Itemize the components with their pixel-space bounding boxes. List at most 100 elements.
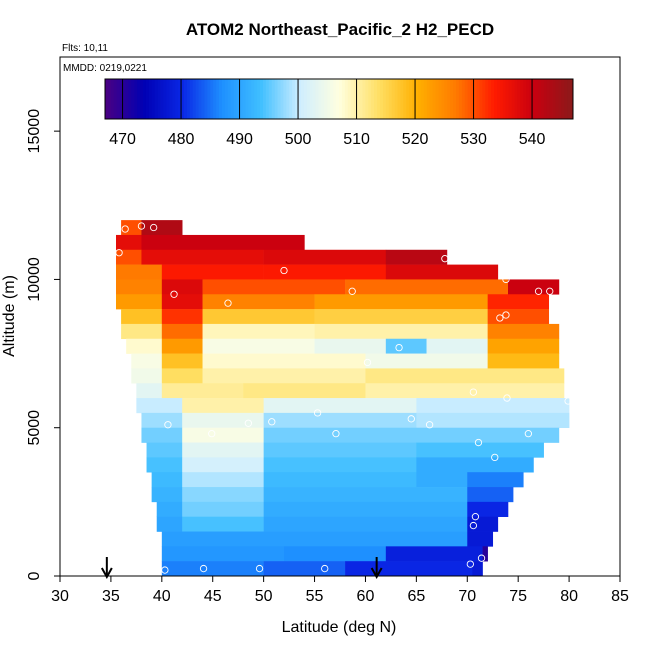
heatmap-cell xyxy=(116,279,163,295)
heatmap-cell xyxy=(182,501,264,517)
heatmap-cell xyxy=(487,323,560,340)
heatmap-cell xyxy=(202,309,315,325)
heatmap-cell xyxy=(161,531,214,547)
colorbar-segment xyxy=(570,79,574,119)
colorbar-segment xyxy=(549,79,553,119)
heatmap-cell xyxy=(263,398,417,414)
heatmap-cell xyxy=(263,249,387,265)
obs-point xyxy=(268,418,276,426)
colorbar-tick-label: 510 xyxy=(343,131,370,148)
colorbar-segment xyxy=(458,79,463,119)
colorbar-segment xyxy=(450,79,454,119)
obs-point xyxy=(150,223,158,232)
obs-point xyxy=(121,225,129,233)
heatmap-cell xyxy=(182,516,264,532)
obs-point xyxy=(244,419,253,427)
colorbar-segment xyxy=(453,79,457,119)
colorbar-segment xyxy=(339,79,343,119)
colorbar-segment xyxy=(315,79,319,119)
colorbar-segment xyxy=(169,79,173,119)
heatmap-cell xyxy=(345,561,473,577)
heatmap-cell xyxy=(161,264,264,280)
colorbar-segment xyxy=(300,79,305,119)
colorbar-segment xyxy=(341,79,346,119)
obs-point xyxy=(255,564,264,573)
colorbar-segment xyxy=(330,79,334,119)
colorbar-segment xyxy=(289,79,293,119)
colorbar-segment xyxy=(280,79,284,119)
colorbar-segment xyxy=(192,79,197,119)
heatmap-cell xyxy=(365,353,488,369)
colorbar-segment xyxy=(248,79,252,119)
colorbar-segment xyxy=(178,79,182,119)
colorbar-frame xyxy=(104,78,574,120)
heatmap-cell xyxy=(182,472,264,488)
colorbar-segment xyxy=(122,79,126,119)
colorbar-segment xyxy=(274,79,278,119)
heatmap-cell xyxy=(116,249,142,265)
colorbar-segment xyxy=(344,79,349,119)
colorbar-segment xyxy=(397,79,401,119)
plot-frame xyxy=(59,56,621,577)
colorbar-segment xyxy=(485,79,489,119)
heatmap-cell xyxy=(126,338,163,354)
y-tick-label: 0 xyxy=(26,571,43,580)
colorbar-segment xyxy=(116,79,121,119)
colorbar-segment xyxy=(532,79,536,119)
heatmap-cell xyxy=(182,487,264,503)
colorbar-segment xyxy=(113,79,118,119)
heatmap-cell xyxy=(141,412,183,429)
colorbar-segment xyxy=(517,79,521,119)
heatmap-cell xyxy=(487,338,560,354)
heatmap-cell xyxy=(416,442,544,458)
heatmap-cell xyxy=(385,338,427,354)
colorbar-segment xyxy=(181,79,185,119)
colorbar-segment xyxy=(242,79,246,119)
obs-point xyxy=(502,311,510,319)
obs-point xyxy=(348,287,356,295)
heatmap-cell xyxy=(151,487,183,503)
colorbar-segment xyxy=(186,79,191,119)
colorbar-segment xyxy=(564,79,568,119)
colorbar-segment xyxy=(543,79,548,119)
x-tick-label: 35 xyxy=(102,588,120,605)
heatmap-cell xyxy=(467,472,524,488)
colorbar-tick-label: 500 xyxy=(285,131,312,148)
obs-point xyxy=(224,299,232,307)
colorbar-segment xyxy=(347,79,352,119)
heatmap-cell xyxy=(202,368,366,384)
heatmap-cell xyxy=(121,309,163,325)
colorbar-segment xyxy=(461,79,466,119)
colorbar-segment xyxy=(534,79,539,119)
heatmap-cell xyxy=(263,457,417,473)
heatmap-cell xyxy=(182,442,264,458)
colorbar-segment xyxy=(494,79,498,119)
colorbar-segment xyxy=(298,79,302,119)
heatmap-cell xyxy=(161,309,203,325)
obs-point xyxy=(477,554,486,562)
flight-arrow xyxy=(370,557,383,580)
heatmap-cell xyxy=(116,234,142,251)
heatmap-cell xyxy=(263,516,468,532)
heatmap-cell xyxy=(487,309,550,325)
heatmap-cell xyxy=(385,546,483,562)
colorbar-segment xyxy=(350,79,355,119)
obs-point xyxy=(280,266,288,275)
colorbar-segment xyxy=(131,79,135,119)
colorbar-segment xyxy=(204,79,208,119)
colorbar-segment xyxy=(412,79,416,119)
obs-point xyxy=(524,429,533,438)
colorbar-segment xyxy=(303,79,308,119)
colorbar-segment xyxy=(268,79,273,119)
colorbar-segment xyxy=(520,79,524,119)
colorbar-segment xyxy=(447,79,451,119)
x-tick-label: 40 xyxy=(153,588,171,605)
y-tick-label: 10000 xyxy=(26,257,43,302)
colorbar-segment xyxy=(107,79,112,119)
flight-arrows xyxy=(100,557,383,580)
colorbar-segment xyxy=(277,79,281,119)
heatmap-cell xyxy=(284,546,387,562)
colorbar-segment xyxy=(391,79,395,119)
heatmap-cell xyxy=(345,279,509,295)
